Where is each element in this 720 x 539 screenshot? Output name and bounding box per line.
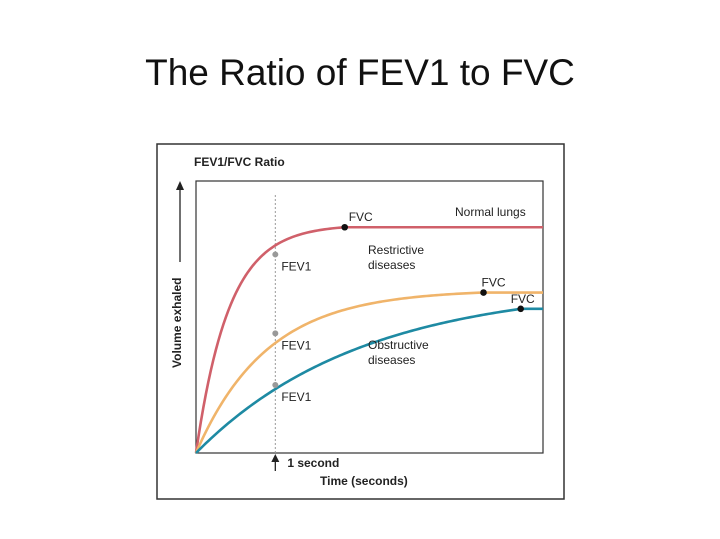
fev1-label-2: FEV1	[281, 390, 311, 404]
fev1-label-0: FEV1	[281, 259, 311, 273]
fvc-point-1	[480, 289, 487, 296]
one-second-marker: 1 second	[271, 195, 339, 471]
fvc-point-2	[517, 305, 524, 313]
y-axis: Volume exhaled	[170, 181, 184, 368]
slide-title: The Ratio of FEV1 to FVC	[145, 52, 575, 93]
series-name-0-line-0: Normal lungs	[455, 205, 526, 219]
fvc-point-0	[341, 223, 349, 231]
series-line-2	[195, 307, 543, 454]
series-name-1-line-1: diseases	[368, 258, 415, 272]
one-second-label: 1 second	[287, 456, 339, 470]
chart-title: FEV1/FVC Ratio	[194, 155, 285, 169]
series-name-2-line-1: diseases	[368, 353, 415, 367]
one-second-arrow-head	[271, 454, 280, 462]
chart-frame	[156, 143, 565, 500]
x-axis-label: Time (seconds)	[320, 474, 408, 488]
y-axis-label: Volume exhaled	[170, 278, 184, 368]
fev1-point-2	[272, 382, 279, 388]
fvc-label-0: FVC	[349, 210, 373, 224]
fvc-label-2: FVC	[511, 292, 535, 306]
plot-area	[195, 180, 544, 454]
series-name-2-line-0: Obstructive	[368, 338, 429, 352]
series-line-0	[194, 225, 543, 454]
y-axis-arrow-head	[176, 181, 184, 190]
fev1-label-1: FEV1	[281, 338, 311, 352]
fev1-point-1	[272, 330, 279, 337]
fvc-label-1: FVC	[482, 276, 506, 290]
fev1-point-0	[272, 251, 279, 258]
series-name-1-line-0: Restrictive	[368, 243, 424, 257]
